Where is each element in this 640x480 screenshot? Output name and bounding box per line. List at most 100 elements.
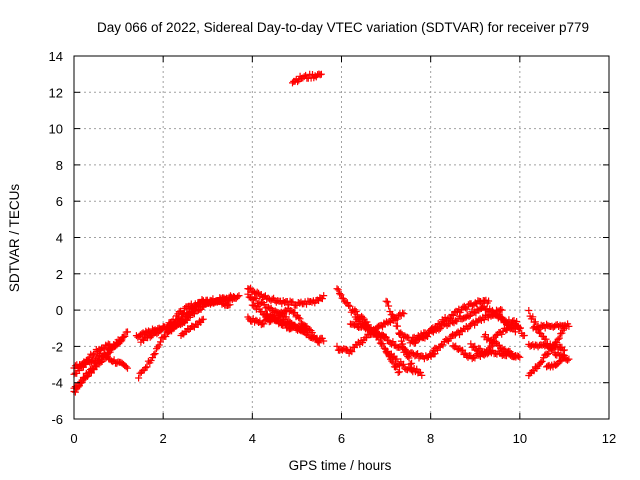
data-point xyxy=(318,295,326,303)
data-point xyxy=(143,363,151,371)
data-point xyxy=(351,306,359,314)
data-point xyxy=(71,388,79,396)
x-tick-label: 2 xyxy=(160,431,167,446)
y-tick-label: 12 xyxy=(49,85,63,100)
data-point xyxy=(557,357,565,365)
data-point xyxy=(337,291,345,299)
x-tick-labels: 0 2 4 6 8 10 12 xyxy=(70,431,616,446)
series-p33 xyxy=(525,340,568,354)
data-point xyxy=(97,356,105,364)
data-point xyxy=(389,338,397,346)
data-point xyxy=(383,298,391,306)
data-point xyxy=(153,345,160,353)
data-point xyxy=(397,329,405,337)
x-axis-label: GPS time / hours xyxy=(289,458,392,473)
data-point xyxy=(234,293,242,301)
series-p31 xyxy=(525,324,568,379)
data-point xyxy=(277,311,285,319)
data-point xyxy=(463,305,471,313)
data-point xyxy=(399,309,407,317)
data-point xyxy=(480,351,488,359)
data-point xyxy=(390,313,398,321)
data-point xyxy=(382,297,390,305)
y-axis-label: SDTVAR / TECUs xyxy=(7,184,22,293)
grid xyxy=(74,56,609,419)
data-point xyxy=(226,301,234,309)
data-point xyxy=(476,345,484,353)
data-point xyxy=(449,312,457,319)
data-point xyxy=(104,349,112,357)
series-p28 xyxy=(480,331,519,361)
y-tick-label: 8 xyxy=(56,158,63,173)
data-point xyxy=(393,355,401,363)
data-point xyxy=(345,301,353,309)
data-point xyxy=(151,350,159,358)
data-point xyxy=(465,312,473,320)
data-point xyxy=(84,355,92,363)
data-point xyxy=(404,333,411,341)
data-point xyxy=(513,318,521,325)
data-point xyxy=(394,369,402,376)
data-point xyxy=(394,322,401,330)
data-point xyxy=(537,359,545,367)
data-point xyxy=(409,368,417,376)
data-point xyxy=(352,308,360,315)
data-point xyxy=(89,365,97,373)
data-point xyxy=(427,351,435,359)
y-tick-label: 0 xyxy=(56,303,63,318)
data-point xyxy=(399,340,407,348)
data-point xyxy=(517,324,524,332)
data-point xyxy=(435,326,443,334)
data-point xyxy=(155,341,163,349)
y-tick-label: 6 xyxy=(56,194,63,209)
data-point xyxy=(74,383,82,391)
x-tick-label: 0 xyxy=(70,431,77,446)
data-point xyxy=(301,326,308,334)
data-point xyxy=(391,316,399,324)
x-tick-label: 8 xyxy=(427,431,434,446)
data-point xyxy=(302,324,310,332)
data-point xyxy=(280,319,288,327)
data-point xyxy=(251,294,259,302)
data-point xyxy=(428,350,436,358)
data-point xyxy=(498,306,506,314)
data-point xyxy=(142,364,150,372)
series-p34 xyxy=(543,351,568,371)
series-p22 xyxy=(382,347,417,376)
data-point xyxy=(375,336,383,344)
data-point xyxy=(346,302,354,310)
data-point xyxy=(260,320,268,328)
data-point xyxy=(333,285,341,293)
data-point xyxy=(124,364,131,372)
data-point xyxy=(118,337,126,345)
data-point xyxy=(157,338,164,346)
data-point xyxy=(485,297,493,305)
y-tick-label: 10 xyxy=(49,122,63,137)
data-point xyxy=(555,334,563,342)
data-point xyxy=(374,332,382,340)
data-point xyxy=(388,357,396,365)
data-point xyxy=(396,368,403,376)
data-point xyxy=(525,307,533,314)
y-tick-label: -2 xyxy=(51,339,63,354)
data-point xyxy=(106,341,114,349)
data-point xyxy=(166,319,174,327)
series-p25 xyxy=(427,306,506,359)
data-point xyxy=(276,318,284,325)
data-point xyxy=(181,316,189,324)
data-point xyxy=(531,318,539,326)
data-point xyxy=(511,352,519,359)
data-point xyxy=(253,288,261,296)
data-point xyxy=(439,341,447,349)
series-p32 xyxy=(529,320,573,333)
data-point xyxy=(342,345,350,353)
series-p15 xyxy=(262,311,310,334)
data-point xyxy=(295,314,303,322)
axis-ticks xyxy=(73,55,610,420)
data-point xyxy=(135,374,143,382)
data-point xyxy=(558,356,566,364)
series-p20 xyxy=(351,306,403,376)
data-point xyxy=(520,332,528,339)
data-point xyxy=(471,342,479,350)
